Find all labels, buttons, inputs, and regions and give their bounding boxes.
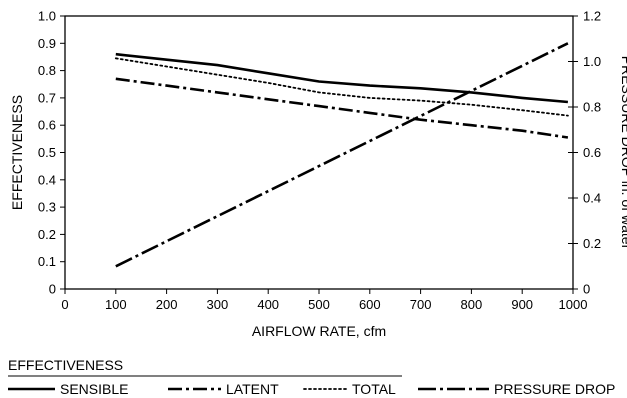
x-tick-label: 300	[207, 297, 229, 312]
y2-tick-label: 0.2	[583, 236, 601, 251]
x-tick-label: 400	[257, 297, 279, 312]
y-tick-label: 0.3	[38, 200, 56, 215]
y2-tick-label: 1.2	[583, 9, 601, 24]
y-tick-label: 0	[49, 282, 56, 297]
left-axis-ticks: 0 0.1 0.2 0.3 0.4 0.5 0.6 0.7 0.8 0.9 1.0	[38, 9, 65, 297]
legend-label: TOTAL	[352, 381, 396, 397]
y2-tick-label: 0.4	[583, 191, 601, 206]
series-sensible-line	[115, 52, 569, 104]
x-tick-label: 200	[156, 297, 178, 312]
x-tick-label: 100	[105, 297, 127, 312]
series-total-line	[114, 57, 569, 117]
y-axis-title: EFFECTIVENESS	[9, 95, 25, 210]
y-tick-label: 0.1	[38, 254, 56, 269]
x-axis-title: AIRFLOW RATE, cfm	[252, 323, 386, 339]
x-tick-label: 600	[359, 297, 381, 312]
series-pressure-drop-line	[115, 42, 569, 268]
right-axis-ticks: 0 0.2 0.4 0.6 0.8 1.0 1.2	[568, 9, 601, 297]
y2-tick-label: 0.8	[583, 100, 601, 115]
y-tick-label: 0.2	[38, 227, 56, 242]
y2-tick-label: 0.6	[583, 145, 601, 160]
legend: EFFECTIVENESS SENSIBLE LATENT TOTAL PRESSUR…	[8, 357, 615, 397]
y-tick-label: 0.5	[38, 145, 56, 160]
legend-label: PRESSURE DROP	[494, 381, 615, 397]
series-layer	[114, 42, 569, 268]
y2-tick-label: 1.0	[583, 54, 601, 69]
y-tick-label: 0.6	[38, 118, 56, 133]
y2-axis-title: PRESSURE DROP in. of water	[619, 56, 627, 250]
x-tick-label: 500	[308, 297, 330, 312]
x-tick-label: 1000	[559, 297, 588, 312]
y2-tick-label: 0	[583, 282, 590, 297]
x-axis-ticks: 0 100 200 300 400 500 600 700 800 900 1000	[61, 289, 587, 312]
y-tick-label: 1.0	[38, 9, 56, 24]
legend-label: LATENT	[226, 381, 279, 397]
y-tick-label: 0.7	[38, 90, 56, 105]
x-tick-label: 900	[511, 297, 533, 312]
x-tick-label: 0	[61, 297, 68, 312]
y-tick-label: 0.8	[38, 63, 56, 78]
legend-items: SENSIBLE LATENT TOTAL PRESSURE DROP	[8, 381, 615, 397]
y-tick-label: 0.4	[38, 172, 56, 187]
legend-title: EFFECTIVENESS	[8, 357, 123, 373]
series-latent-line	[115, 77, 569, 139]
x-tick-label: 800	[461, 297, 483, 312]
legend-label: SENSIBLE	[60, 381, 128, 397]
y-tick-label: 0.9	[38, 36, 56, 51]
x-tick-label: 700	[410, 297, 432, 312]
